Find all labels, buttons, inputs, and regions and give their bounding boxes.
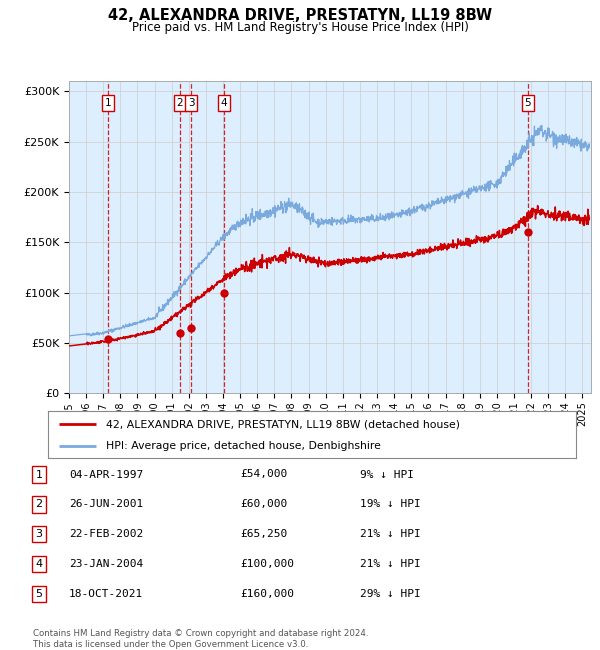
Text: 42, ALEXANDRA DRIVE, PRESTATYN, LL19 8BW (detached house): 42, ALEXANDRA DRIVE, PRESTATYN, LL19 8BW… [106, 419, 460, 429]
Text: 21% ↓ HPI: 21% ↓ HPI [360, 529, 421, 539]
Text: £160,000: £160,000 [240, 589, 294, 599]
Text: Contains HM Land Registry data © Crown copyright and database right 2024.
This d: Contains HM Land Registry data © Crown c… [33, 629, 368, 649]
Text: Price paid vs. HM Land Registry's House Price Index (HPI): Price paid vs. HM Land Registry's House … [131, 21, 469, 34]
Text: 9% ↓ HPI: 9% ↓ HPI [360, 469, 414, 480]
Text: 2: 2 [176, 98, 183, 108]
Text: 18-OCT-2021: 18-OCT-2021 [69, 589, 143, 599]
Text: 3: 3 [188, 98, 194, 108]
Text: 26-JUN-2001: 26-JUN-2001 [69, 499, 143, 510]
Text: 2: 2 [35, 499, 43, 510]
Text: 22-FEB-2002: 22-FEB-2002 [69, 529, 143, 539]
Text: 3: 3 [35, 529, 43, 539]
Text: 23-JAN-2004: 23-JAN-2004 [69, 559, 143, 569]
Text: HPI: Average price, detached house, Denbighshire: HPI: Average price, detached house, Denb… [106, 441, 381, 450]
Text: 5: 5 [524, 98, 531, 108]
Text: 4: 4 [221, 98, 227, 108]
Text: 29% ↓ HPI: 29% ↓ HPI [360, 589, 421, 599]
Text: £65,250: £65,250 [240, 529, 287, 539]
Text: £100,000: £100,000 [240, 559, 294, 569]
Text: 5: 5 [35, 589, 43, 599]
Text: 4: 4 [35, 559, 43, 569]
Text: £60,000: £60,000 [240, 499, 287, 510]
Text: 21% ↓ HPI: 21% ↓ HPI [360, 559, 421, 569]
Text: 04-APR-1997: 04-APR-1997 [69, 469, 143, 480]
Text: £54,000: £54,000 [240, 469, 287, 480]
Text: 42, ALEXANDRA DRIVE, PRESTATYN, LL19 8BW: 42, ALEXANDRA DRIVE, PRESTATYN, LL19 8BW [108, 8, 492, 23]
Text: 19% ↓ HPI: 19% ↓ HPI [360, 499, 421, 510]
Text: 1: 1 [35, 469, 43, 480]
Text: 1: 1 [104, 98, 111, 108]
